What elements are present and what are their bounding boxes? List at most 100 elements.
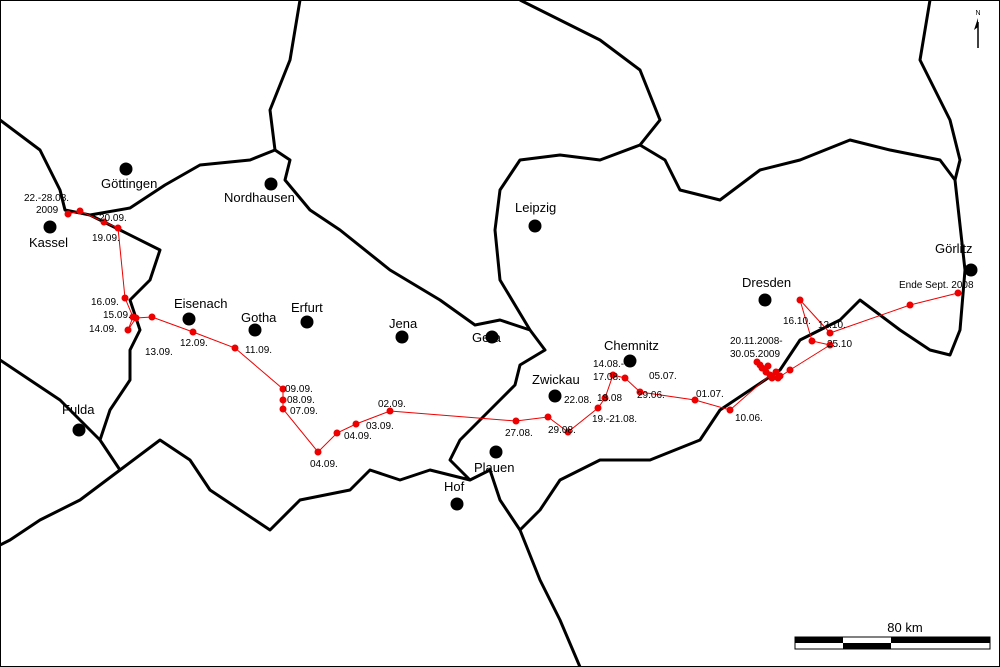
date-label: 05.07. (649, 371, 677, 382)
track-point (129, 313, 137, 321)
city-dot (72, 423, 86, 437)
date-label: 09.09. (285, 384, 313, 395)
city-dot (485, 330, 499, 344)
date-label: 04.09. (310, 459, 338, 470)
track-point (726, 406, 734, 414)
date-label: 25.10 (827, 339, 852, 350)
track-point (512, 417, 520, 425)
date-label: 07.09. (290, 406, 318, 417)
city-label: Hof (444, 479, 465, 494)
city-dot (300, 315, 314, 329)
track-point (314, 448, 322, 456)
track-point (808, 337, 816, 345)
city-dot (450, 497, 464, 511)
date-label: 04.09. (344, 431, 372, 442)
track-point (64, 210, 72, 218)
track-point (826, 329, 834, 337)
border-east (918, 0, 962, 181)
city-label: Göttingen (101, 176, 157, 191)
city-label: Fulda (62, 402, 95, 417)
city-label: Jena (389, 316, 418, 331)
border-south-west (0, 468, 121, 547)
date-label: 12.10. (818, 320, 846, 331)
date-label: 11.09. (245, 345, 272, 356)
city-dot (548, 389, 562, 403)
date-label: 10.06. (735, 413, 763, 424)
city-label: Kassel (29, 235, 68, 250)
date-label: 30.05.2009 (730, 349, 780, 360)
city-label: Eisenach (174, 296, 227, 311)
city-dot (119, 162, 133, 176)
date-label: 16.09. (91, 297, 119, 308)
border-west (0, 118, 91, 217)
date-label: 16.10. (783, 316, 811, 327)
city-dot (395, 330, 409, 344)
city-label: Nordhausen (224, 190, 295, 205)
date-label: 29.08. (548, 425, 576, 436)
date-label: 01.07. (696, 389, 724, 400)
scale-bar: 80 km (794, 620, 991, 650)
city-label: Plauen (474, 460, 514, 475)
track-point (279, 396, 287, 404)
track-point (76, 207, 84, 215)
track-point (594, 404, 602, 412)
track-point (279, 405, 287, 413)
track-point (100, 218, 108, 226)
date-label: 20.09. (99, 213, 127, 224)
scale-label: 80 km (887, 620, 922, 635)
date-label: 08.09. (287, 395, 315, 406)
city-dot (489, 445, 503, 459)
track-point (231, 344, 239, 352)
date-label: 19.09. (92, 233, 120, 244)
track-point (386, 407, 394, 415)
city-label: Gotha (241, 310, 277, 325)
north-label: N (975, 10, 980, 17)
borders (0, 0, 967, 667)
border-north-east (519, 0, 662, 146)
track-point (148, 313, 156, 321)
city-label: Leipzig (515, 200, 556, 215)
city-dot (528, 219, 542, 233)
city-dot (182, 312, 196, 326)
track-point (114, 224, 122, 232)
date-label: 12.09. (180, 338, 208, 349)
track-point (753, 358, 761, 366)
city-dot (264, 177, 278, 191)
date-label: 22.08. (564, 395, 592, 406)
city-label: Dresden (742, 275, 791, 290)
track-point (601, 394, 609, 402)
city-label: Zwickau (532, 372, 580, 387)
track-point (776, 372, 784, 380)
city-dot (758, 293, 772, 307)
track-point (796, 296, 804, 304)
date-label: 27.08. (505, 428, 533, 439)
track-point (764, 362, 772, 370)
date-label: 14.08.- (593, 359, 624, 370)
track-point (621, 374, 629, 382)
track-point (352, 420, 360, 428)
track-point (333, 429, 341, 437)
city-dot (623, 354, 637, 368)
track-point (279, 385, 287, 393)
date-label: Ende Sept. 2008 (899, 280, 974, 291)
city-label: Gera (472, 330, 502, 345)
track-point (544, 413, 552, 421)
track-point (124, 326, 132, 334)
border-south (518, 529, 582, 667)
date-label: 02.09. (378, 399, 406, 410)
border-hesse (0, 358, 102, 442)
track-point (189, 328, 197, 336)
track-point (786, 366, 794, 374)
track-point (609, 371, 617, 379)
track-point (954, 289, 962, 297)
city-label: Erfurt (291, 300, 323, 315)
date-label: 2009 (36, 205, 59, 216)
date-label: 03.09. (366, 421, 394, 432)
date-label: 29.06. (637, 390, 665, 401)
date-label: 18.08 (597, 393, 622, 404)
date-label: 19.-21.08. (592, 414, 637, 425)
track-point (636, 388, 644, 396)
date-label: 20.11.2008- (730, 336, 783, 347)
